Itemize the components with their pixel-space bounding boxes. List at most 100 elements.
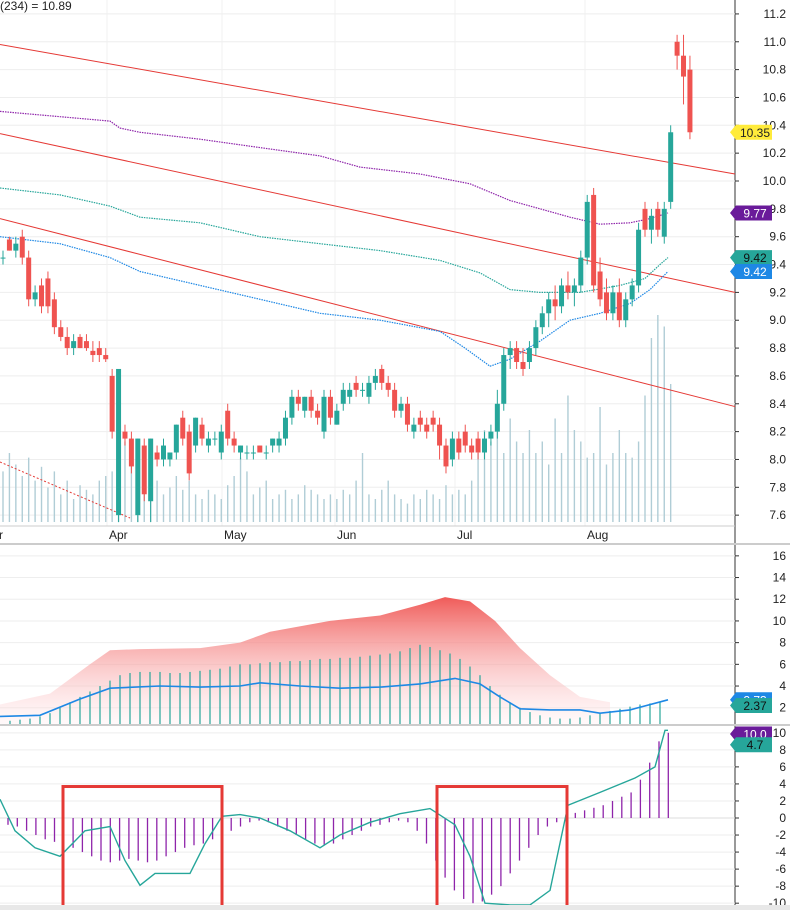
badge-shape (730, 205, 772, 221)
candle (327, 389, 333, 425)
candle (636, 222, 642, 293)
candle (629, 278, 635, 307)
candle (591, 187, 597, 293)
candle (681, 34, 687, 105)
candle (180, 410, 186, 446)
candle (494, 389, 500, 439)
ma-purple-line (0, 110, 669, 225)
candle (482, 431, 487, 460)
candle-body (514, 348, 520, 362)
candle (668, 125, 674, 209)
candle (295, 389, 301, 411)
candle (539, 306, 545, 335)
candle (19, 229, 25, 265)
y-tick-label: 10.6 (763, 90, 787, 104)
value-badge: 9.42 (730, 250, 772, 266)
x-tick-label-partial: r (0, 528, 3, 542)
candle-body (681, 55, 687, 77)
candle-body (71, 341, 77, 349)
y-tick-label: 11.0 (764, 35, 787, 49)
badge-text: 10.35 (740, 126, 770, 140)
bottom-scrollbar (0, 905, 790, 910)
candle (571, 278, 577, 307)
candle (154, 445, 160, 467)
candle-body (623, 299, 629, 321)
x-tick-label: Apr (109, 528, 128, 542)
candle (205, 431, 211, 453)
candle-body (610, 292, 616, 314)
candle-body (366, 382, 372, 397)
candle (161, 438, 166, 467)
candle (430, 410, 436, 432)
candle-body (0, 257, 6, 259)
candle-body (501, 355, 507, 404)
candle-body (32, 292, 38, 300)
candle-body (392, 389, 398, 411)
candle (437, 417, 443, 460)
candle (109, 368, 115, 439)
highlight-box (435, 785, 569, 915)
badge-text: 9.77 (743, 207, 767, 221)
candle (417, 410, 423, 432)
candle-body (167, 452, 173, 460)
candle-body (411, 424, 417, 432)
candle-body (591, 194, 597, 286)
candle (424, 417, 430, 439)
candle-body (642, 208, 648, 230)
value-badge: 2.37 (730, 698, 772, 714)
candle (244, 445, 250, 460)
candle (584, 194, 590, 265)
candle (404, 396, 410, 432)
candle-body (353, 382, 359, 390)
area-indicator-panel: 2 4 6 8 10 12 14 16 (0, 543, 790, 724)
y-tick-label: 8.2 (769, 425, 786, 439)
trendline (0, 218, 736, 408)
candle-body (578, 257, 584, 286)
badge-text: 4.7 (747, 738, 764, 752)
candle-body (154, 452, 160, 460)
badge-shape (730, 737, 772, 753)
value-badge: 9.42 (730, 264, 772, 279)
candle (385, 375, 391, 397)
candle-body (250, 452, 256, 454)
candle-body (148, 438, 154, 502)
candle-body (6, 239, 12, 251)
candle-body (212, 438, 218, 440)
candle (546, 292, 552, 328)
candle-body (238, 445, 244, 453)
candle-body (276, 438, 282, 446)
candle-body (456, 438, 462, 453)
candle-body (180, 417, 186, 439)
candle (231, 431, 237, 453)
indicator-area (0, 597, 610, 724)
candle (26, 250, 32, 307)
candle-body (308, 396, 314, 411)
y-tick-label: 10.2 (763, 146, 787, 160)
candle (270, 438, 276, 453)
candle (225, 403, 231, 446)
x-tick-label: May (224, 528, 247, 542)
candle-body (315, 410, 321, 418)
candle (90, 341, 96, 362)
candle-body (424, 424, 430, 432)
candle (507, 341, 513, 369)
candle-body (469, 445, 475, 453)
candle-body (77, 336, 83, 349)
candle (77, 334, 83, 349)
value-badge: 9.77 (730, 205, 772, 221)
y-tick-label: 16 (773, 549, 787, 563)
badge-shape (730, 698, 772, 714)
badge-shape (730, 124, 772, 140)
candle-body (302, 396, 308, 411)
candle (321, 389, 327, 439)
candle (116, 368, 122, 523)
candle (302, 396, 308, 418)
trendline (0, 44, 736, 175)
candle (282, 410, 288, 446)
y-tick-label: 7.8 (769, 480, 786, 494)
candle-body (193, 417, 199, 446)
candle (475, 431, 481, 460)
